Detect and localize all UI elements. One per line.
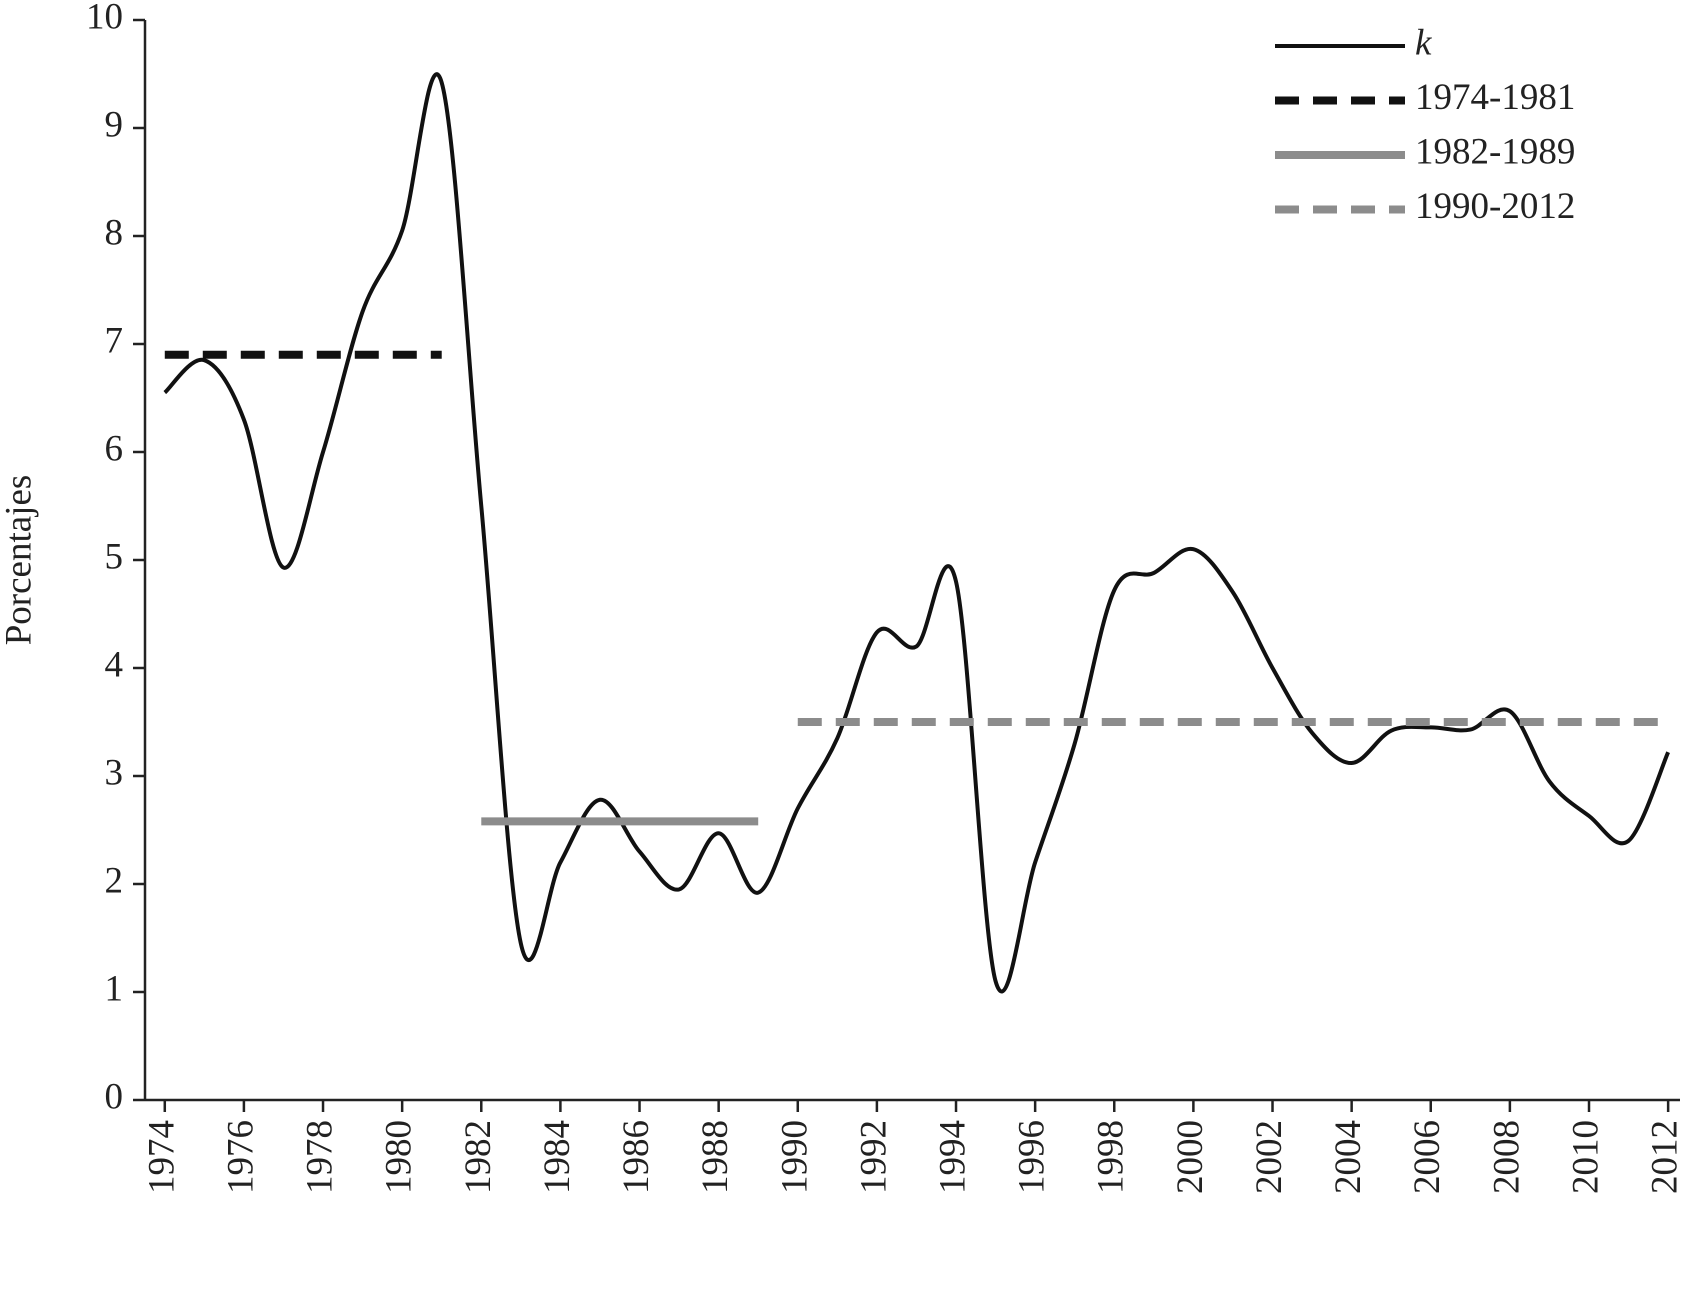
x-tick-label: 2004: [1328, 1120, 1369, 1194]
y-tick-label: 3: [105, 752, 124, 793]
y-tick-label: 10: [86, 0, 123, 37]
x-tick-label: 1978: [300, 1120, 341, 1194]
x-tick-label: 1974: [141, 1120, 182, 1194]
x-tick-label: 1988: [695, 1120, 736, 1194]
y-tick-label: 2: [105, 860, 124, 901]
x-tick-label: 1976: [220, 1120, 261, 1194]
y-tick-label: 9: [105, 104, 124, 145]
x-tick-label: 2000: [1170, 1120, 1211, 1194]
x-tick-label: 1984: [537, 1120, 578, 1194]
x-tick-label: 1986: [616, 1120, 657, 1194]
y-tick-label: 4: [105, 644, 124, 685]
x-tick-label: 2006: [1407, 1120, 1448, 1194]
legend-label: 1982-1989: [1415, 131, 1575, 172]
x-tick-label: 2002: [1249, 1120, 1290, 1194]
x-tick-label: 1992: [853, 1120, 894, 1194]
line: [163, 72, 1670, 994]
x-tick-label: 2008: [1486, 1120, 1527, 1194]
legend-label: 1990-2012: [1415, 186, 1575, 227]
x-tick-label: 1998: [1091, 1120, 1132, 1194]
x-tick-label: 1990: [774, 1120, 815, 1194]
legend-label: 1974-1981: [1415, 77, 1575, 118]
x-tick-label: 1980: [379, 1120, 420, 1194]
y-tick-label: 5: [105, 536, 124, 577]
x-tick-label: 2010: [1565, 1120, 1606, 1194]
legend-label: k: [1415, 22, 1432, 63]
y-tick-label: 6: [105, 428, 124, 469]
x-tick-label: 1996: [1012, 1120, 1053, 1194]
x-tick-label: 2012: [1645, 1120, 1686, 1194]
y-tick-label: 0: [105, 1076, 124, 1117]
y-tick-label: 1: [105, 968, 124, 1009]
x-tick-label: 1994: [933, 1120, 974, 1194]
y-tick-label: 7: [105, 320, 124, 361]
y-axis-label: Porcentajes: [0, 475, 39, 646]
x-tick-label: 1982: [458, 1120, 499, 1194]
y-tick-label: 8: [105, 212, 124, 253]
